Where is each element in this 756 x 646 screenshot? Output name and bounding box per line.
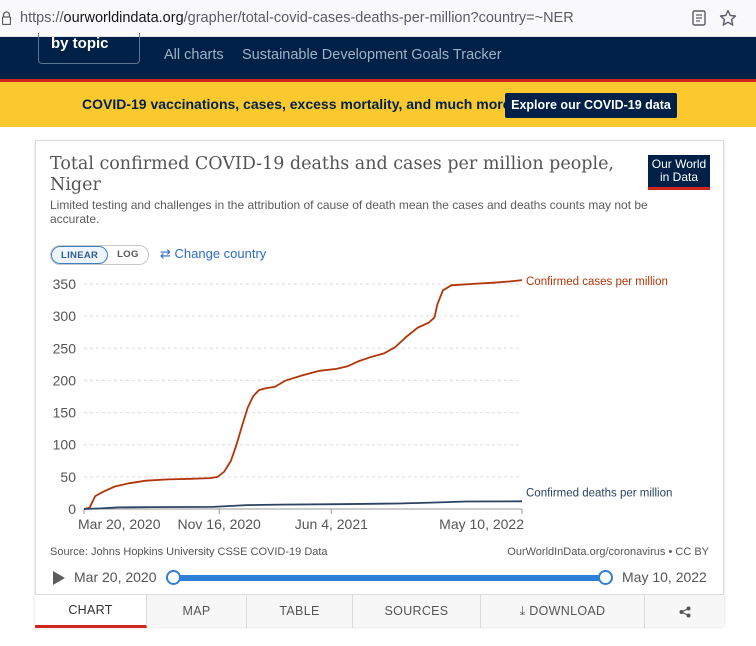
chart-card: Total confirmed COVID-19 deaths and case… xyxy=(35,140,724,628)
bookmark-star-icon[interactable] xyxy=(719,9,737,27)
y-tick-label: 100 xyxy=(53,437,77,453)
share-icon xyxy=(679,606,690,618)
y-tick-label: 250 xyxy=(53,340,77,356)
change-country-button[interactable]: ⇄ Change country xyxy=(160,246,266,262)
linear-scale-button[interactable]: LINEAR xyxy=(51,246,109,264)
timeline-start-label: Mar 20, 2020 xyxy=(74,569,157,585)
swap-arrows-icon: ⇄ xyxy=(160,246,171,261)
deaths-series-label: Confirmed deaths per million xyxy=(526,487,672,499)
nav-all-charts[interactable]: All charts xyxy=(164,47,224,63)
tab-sources[interactable]: SOURCES xyxy=(353,595,481,628)
download-icon: ⤓ xyxy=(519,604,526,618)
url-text[interactable]: https://ourworldindata.org/grapher/total… xyxy=(20,10,574,26)
x-tick-label: Jun 4, 2021 xyxy=(295,516,368,532)
tab-map[interactable]: MAP xyxy=(147,595,247,628)
chart-title: Total confirmed COVID-19 deaths and case… xyxy=(50,154,614,195)
x-tick-label: Mar 20, 2020 xyxy=(78,516,161,532)
cases-series-label: Confirmed cases per million xyxy=(526,276,668,288)
timeline-start-handle[interactable] xyxy=(166,570,181,585)
covid-banner: COVID-19 vaccinations, cases, excess mor… xyxy=(0,79,756,127)
url-prefix: https:// xyxy=(20,10,64,26)
timeline-end-label: May 10, 2022 xyxy=(622,569,707,585)
tab-download-label: DOWNLOAD xyxy=(529,604,606,618)
browser-url-bar[interactable]: https://ourworldindata.org/grapher/total… xyxy=(0,0,756,37)
y-tick-label: 300 xyxy=(53,308,77,324)
deaths-series-line xyxy=(83,500,523,510)
url-domain: ourworldindata.org xyxy=(63,10,184,26)
y-tick-label: 0 xyxy=(68,501,76,517)
x-tick-label: Nov 16, 2020 xyxy=(178,516,261,532)
play-icon[interactable] xyxy=(52,570,66,586)
y-tick-label: 150 xyxy=(53,405,77,421)
nav-sdg-tracker[interactable]: Sustainable Development Goals Tracker xyxy=(242,47,502,63)
reader-view-icon[interactable] xyxy=(692,10,706,26)
chart-source[interactable]: Source: Johns Hopkins University CSSE CO… xyxy=(50,546,328,558)
y-tick-label: 50 xyxy=(60,469,76,485)
banner-text: COVID-19 vaccinations, cases, excess mor… xyxy=(82,96,511,112)
tab-share[interactable] xyxy=(645,595,724,628)
tab-table[interactable]: TABLE xyxy=(247,595,353,628)
line-chart[interactable]: 0 50 100 150 200 250 300 350 Mar 20, 2020 Nov 16,… xyxy=(36,271,723,541)
chart-license[interactable]: OurWorldInData.org/coronavirus • CC BY xyxy=(507,546,709,558)
chart-subtitle: Limited testing and challenges in the at… xyxy=(50,198,648,226)
chart-tabs: CHART MAP TABLE SOURCES ⤓ DOWNLOAD xyxy=(35,594,724,628)
cases-series-line xyxy=(83,279,523,510)
lock-icon xyxy=(2,11,11,25)
explore-covid-data-button[interactable]: Explore our COVID-19 data xyxy=(505,93,677,118)
x-tick-label: May 10, 2022 xyxy=(439,516,524,532)
scale-toggle: LINEAR LOG xyxy=(50,245,149,265)
owid-logo[interactable]: Our World in Data xyxy=(648,155,710,190)
url-path: /grapher/total-covid-cases-deaths-per-mi… xyxy=(183,10,574,26)
tab-chart[interactable]: CHART xyxy=(35,595,147,628)
timeline-track[interactable] xyxy=(174,575,608,581)
tab-download[interactable]: ⤓ DOWNLOAD xyxy=(481,595,645,628)
y-tick-label: 350 xyxy=(53,276,77,292)
timeline-end-handle[interactable] xyxy=(598,570,613,585)
site-navigation: by topic All charts Sustainable Developm… xyxy=(0,33,756,79)
change-country-label: Change country xyxy=(174,246,267,261)
log-scale-button[interactable]: LOG xyxy=(117,249,139,260)
y-tick-label: 200 xyxy=(53,372,77,388)
browse-by-topic-button[interactable]: by topic xyxy=(38,33,140,64)
